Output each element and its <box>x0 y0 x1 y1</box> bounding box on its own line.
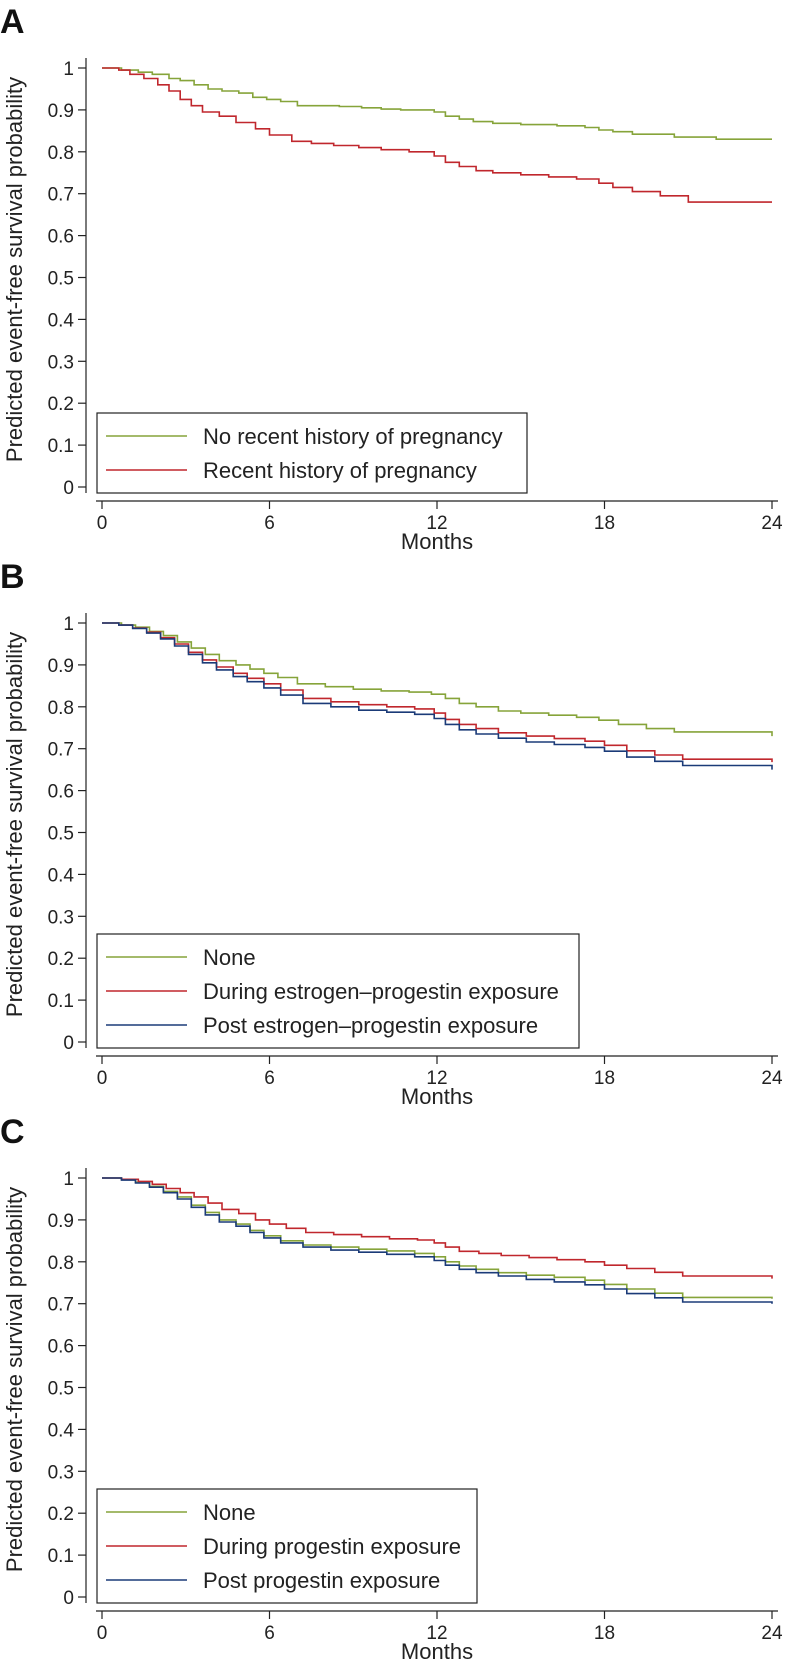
y-tick-label: 0.4 <box>48 310 75 331</box>
y-tick-label: 0.6 <box>48 782 74 803</box>
x-axis-title: Months <box>401 1084 473 1109</box>
y-axis-title: Predicted event-free survival probabilit… <box>2 1187 27 1572</box>
y-tick-label: 0.1 <box>48 1546 74 1567</box>
x-tick-label: 12 <box>426 513 447 534</box>
panel-b: B 0 0.1 0.2 0.3 0.4 0.5 0.6 0.7 0.8 0.9 1 0 6 12 18 24 Mo… <box>0 558 783 1109</box>
legend-label: None <box>203 1500 256 1525</box>
x-tick-label: 18 <box>594 1623 615 1644</box>
x-tick-label: 12 <box>426 1068 447 1089</box>
y-tick-label: 0.5 <box>48 269 74 290</box>
y-tick-label: 0.3 <box>48 352 74 373</box>
y-tick-label: 0.4 <box>48 1420 75 1441</box>
x-tick-label: 6 <box>264 1068 275 1089</box>
y-tick-label: 0 <box>63 1588 74 1609</box>
y-tick-label: 1 <box>63 59 74 80</box>
x-tick-label: 24 <box>761 1623 783 1644</box>
panel-c: C 0 0.1 0.2 0.3 0.4 0.5 0.6 0.7 0.8 0.9 1 0 6 12 18 24 Mo… <box>0 1113 783 1664</box>
y-tick-label: 0.9 <box>48 656 74 677</box>
x-axis-title: Months <box>401 529 473 554</box>
legend-label: Post progestin exposure <box>203 1568 440 1593</box>
y-tick-label: 1 <box>63 614 74 635</box>
y-tick-label: 0.4 <box>48 865 75 886</box>
legend-label: Post estrogen–progestin exposure <box>203 1013 538 1038</box>
x-tick-label: 6 <box>264 1623 275 1644</box>
panel-letter: B <box>0 558 25 596</box>
series-line-3 <box>102 622 773 770</box>
y-tick-label: 0.6 <box>48 1337 74 1358</box>
x-tick-label: 12 <box>426 1623 447 1644</box>
y-tick-label: 0.2 <box>48 394 74 415</box>
x-tick-label: 0 <box>97 1623 108 1644</box>
legend-label: No recent history of pregnancy <box>203 424 503 449</box>
y-tick-label: 0.8 <box>48 143 74 164</box>
y-tick-label: 0.7 <box>48 740 74 761</box>
legend-label: During estrogen–progestin exposure <box>203 979 559 1004</box>
legend: No recent history of pregnancy Recent his… <box>96 412 528 494</box>
y-tick-label: 0.9 <box>48 101 74 122</box>
panel-letter: A <box>0 3 25 41</box>
series-line-2 <box>102 67 772 203</box>
legend: None During estrogen–progestin exposure Po… <box>96 933 580 1049</box>
y-tick-label: 0 <box>63 1033 74 1054</box>
legend-label: Recent history of pregnancy <box>203 458 477 483</box>
y-tick-label: 0.8 <box>48 698 74 719</box>
x-axis-title: Months <box>401 1639 473 1664</box>
legend-label: During progestin exposure <box>203 1534 461 1559</box>
y-tick-label: 0.1 <box>48 436 74 457</box>
legend: None During progestin exposure Post proges… <box>96 1488 478 1604</box>
y-tick-label: 0.5 <box>48 824 74 845</box>
series-line-1 <box>102 622 773 737</box>
series-line-2 <box>102 1177 773 1279</box>
x-tick-label: 24 <box>761 1068 783 1089</box>
series-line-2 <box>102 622 773 763</box>
x-tick-label: 18 <box>594 513 615 534</box>
panel-letter: C <box>0 1113 25 1151</box>
y-tick-label: 0.1 <box>48 991 74 1012</box>
x-tick-label: 18 <box>594 1068 615 1089</box>
y-tick-label: 0.5 <box>48 1379 74 1400</box>
y-axis-title: Predicted event-free survival probabilit… <box>2 632 27 1017</box>
legend-label: None <box>203 945 256 970</box>
y-tick-label: 0.2 <box>48 949 74 970</box>
y-axis-title: Predicted event-free survival probabilit… <box>2 77 27 462</box>
panel-a: A 0 0.1 0.2 0.3 0.4 0.5 0.6 0.7 0.8 0.9 1 0 6 12 18 24 Mo… <box>0 3 783 554</box>
y-tick-label: 0.2 <box>48 1504 74 1525</box>
y-tick-label: 0.8 <box>48 1253 74 1274</box>
y-tick-label: 0 <box>63 478 74 499</box>
x-tick-label: 0 <box>97 1068 108 1089</box>
x-tick-label: 24 <box>761 513 783 534</box>
x-tick-label: 6 <box>264 513 275 534</box>
series-line-3 <box>102 1177 773 1304</box>
y-tick-label: 0.3 <box>48 1462 74 1483</box>
y-tick-label: 1 <box>63 1169 74 1190</box>
y-tick-label: 0.3 <box>48 907 74 928</box>
y-tick-label: 0.7 <box>48 1295 74 1316</box>
y-tick-label: 0.9 <box>48 1211 74 1232</box>
y-tick-label: 0.6 <box>48 227 74 248</box>
series-line-1 <box>102 67 772 140</box>
legend-box <box>96 412 528 494</box>
y-tick-label: 0.7 <box>48 185 74 206</box>
x-tick-label: 0 <box>97 513 108 534</box>
